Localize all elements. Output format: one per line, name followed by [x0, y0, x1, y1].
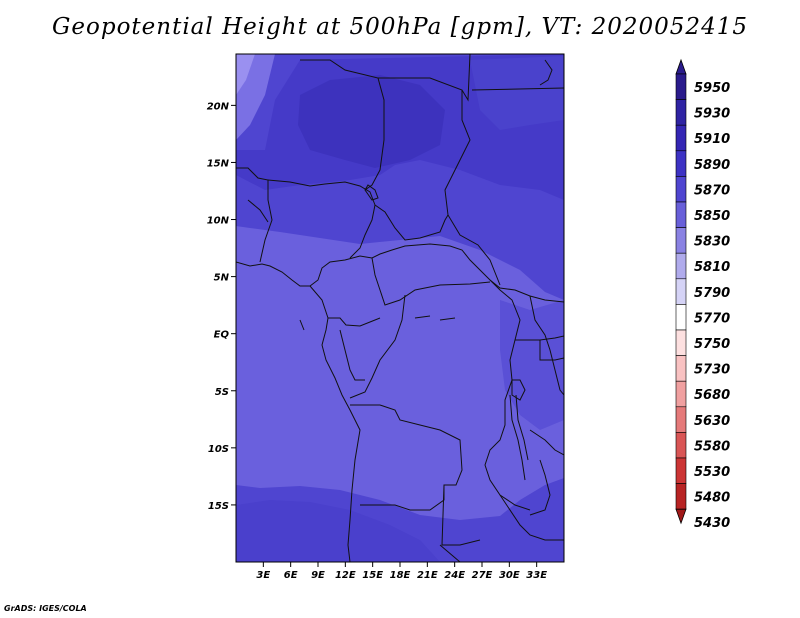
- colorbar-swatch: [675, 278, 687, 305]
- field-ne-5890: [470, 56, 564, 130]
- lat-tick-label: 15S: [208, 501, 229, 512]
- field-core-5910: [298, 75, 445, 168]
- lon-tick-label: 27E: [472, 570, 493, 581]
- colorbar-swatch: [675, 227, 687, 254]
- colorbar-swatch: [675, 176, 687, 203]
- lon-tick-label: 9E: [311, 570, 325, 581]
- lat-tick-label: 5S: [215, 387, 229, 398]
- shaded-field: [236, 54, 564, 562]
- lat-tick-label: 10S: [208, 444, 229, 455]
- colorbar-label: 5890: [694, 158, 730, 173]
- colorbar-swatch: [675, 355, 687, 382]
- boundary-chad-sudan: [444, 90, 501, 286]
- lake-tanganyika-east: [515, 394, 529, 461]
- boundary-west-africa: [236, 167, 273, 263]
- boundary-small: [247, 199, 269, 223]
- boundary-uganda-south: [515, 335, 564, 341]
- boundary-angola-drc: [350, 404, 481, 546]
- boundary-uganda-kenya: [529, 295, 564, 396]
- colorbar-label: 5430: [694, 516, 730, 531]
- field-sw-5870: [236, 500, 440, 562]
- colorbar-swatch: [675, 329, 687, 356]
- colorbar-label: 5480: [694, 491, 730, 506]
- colorbar-label: 5630: [694, 414, 730, 429]
- lat-tick-label: 20N: [207, 101, 230, 112]
- boundary-car-drc: [371, 257, 491, 306]
- colorbar-swatch: [675, 457, 687, 484]
- colorbar: 5950 5930 5910 5890 5870 5850 5830 5810 5790 5770…: [675, 58, 730, 531]
- colorbar-swatch: [675, 252, 687, 280]
- lon-tick-label: 24E: [444, 570, 465, 581]
- coastline-west-central: [309, 285, 361, 562]
- lon-tick-label: 33E: [526, 570, 547, 581]
- lon-tick-label: 15E: [362, 570, 383, 581]
- colorbar-swatch: [675, 124, 687, 152]
- colorbar-swatch: [675, 483, 687, 510]
- lon-tick-label: 12E: [335, 570, 356, 581]
- boundary-angola-zambia: [360, 485, 445, 511]
- boundary-egypt-sudan: [471, 87, 564, 91]
- boundary-drc-east: [484, 279, 531, 511]
- colorbar-swatch: [675, 201, 687, 228]
- rivers: [299, 315, 456, 331]
- lon-tick-label: 6E: [284, 570, 298, 581]
- boundary-chad-car-north: [374, 204, 449, 241]
- colorbar-bottom-arrow: [675, 508, 687, 525]
- colorbar-swatch: [675, 432, 687, 459]
- credit-label: GrADS: IGES/COLA: [4, 604, 87, 613]
- colorbar-label: 5930: [694, 107, 730, 122]
- lon-tick-label: 18E: [390, 570, 411, 581]
- boundary-gabon-congo: [339, 329, 365, 381]
- coastline-gulf-sahel: [236, 243, 564, 303]
- colorbar-swatch: [675, 380, 687, 408]
- colorbar-label: 5580: [694, 439, 730, 454]
- field-nw-5830: [236, 54, 255, 95]
- colorbar-label: 5850: [694, 209, 730, 224]
- lat-tick-label: 5N: [214, 273, 230, 284]
- boundary-lake-victoria: [539, 340, 564, 361]
- boundary-namibia: [439, 544, 461, 562]
- colorbar-label: 5530: [694, 465, 730, 480]
- lake-chad: [364, 184, 379, 201]
- colorbar-label: 5830: [694, 235, 730, 250]
- lat-tick-label: 10N: [207, 216, 230, 227]
- lake-tanganyika-west: [509, 394, 526, 481]
- boundary-niger-nigeria: [267, 179, 376, 259]
- colorbar-swatch: [675, 304, 687, 331]
- colorbar-label: 5870: [694, 183, 730, 198]
- boundary-congo-drc: [349, 294, 406, 399]
- colorbar-label: 5810: [694, 260, 730, 275]
- lon-tick-label: 3E: [256, 570, 270, 581]
- colorbar-label: 5750: [694, 337, 730, 352]
- colorbar-swatch: [675, 99, 687, 126]
- coast-ne: [539, 59, 553, 86]
- boundary-gabon-north: [328, 317, 381, 327]
- colorbar-label: 5790: [694, 286, 730, 301]
- country-boundaries: [236, 54, 564, 562]
- colorbar-label: 5680: [694, 388, 730, 403]
- lake-malawi: [529, 459, 551, 516]
- colorbar-label: 5950: [694, 81, 730, 96]
- chart-title: Geopotential Height at 500hPa [gpm], VT:…: [52, 14, 748, 40]
- colorbar-top-arrow: [675, 58, 687, 75]
- boundary-rwanda-burundi: [511, 379, 526, 401]
- colorbar-swatch: [675, 406, 687, 433]
- lat-axis: 20N 15N 10N 5N EQ 5S 10S 15S: [207, 101, 236, 512]
- boundary-zambia-zimbabwe: [499, 494, 564, 541]
- colorbar-label: 5730: [694, 363, 730, 378]
- boundary-niger-chad: [300, 59, 385, 191]
- colorbar-swatch: [675, 73, 687, 100]
- lon-tick-label: 30E: [499, 570, 520, 581]
- lon-tick-label: 21E: [417, 570, 438, 581]
- lat-tick-label: EQ: [214, 330, 230, 341]
- lat-tick-label: 15N: [207, 158, 230, 169]
- lon-axis: 3E 6E 9E 12E 15E 18E 21E 24E 27E 30E 33E: [256, 562, 547, 581]
- colorbar-swatch: [675, 150, 687, 177]
- colorbar-label: 5770: [694, 311, 730, 326]
- boundary-tanzania-south: [529, 429, 564, 456]
- colorbar-label: 5910: [694, 132, 730, 147]
